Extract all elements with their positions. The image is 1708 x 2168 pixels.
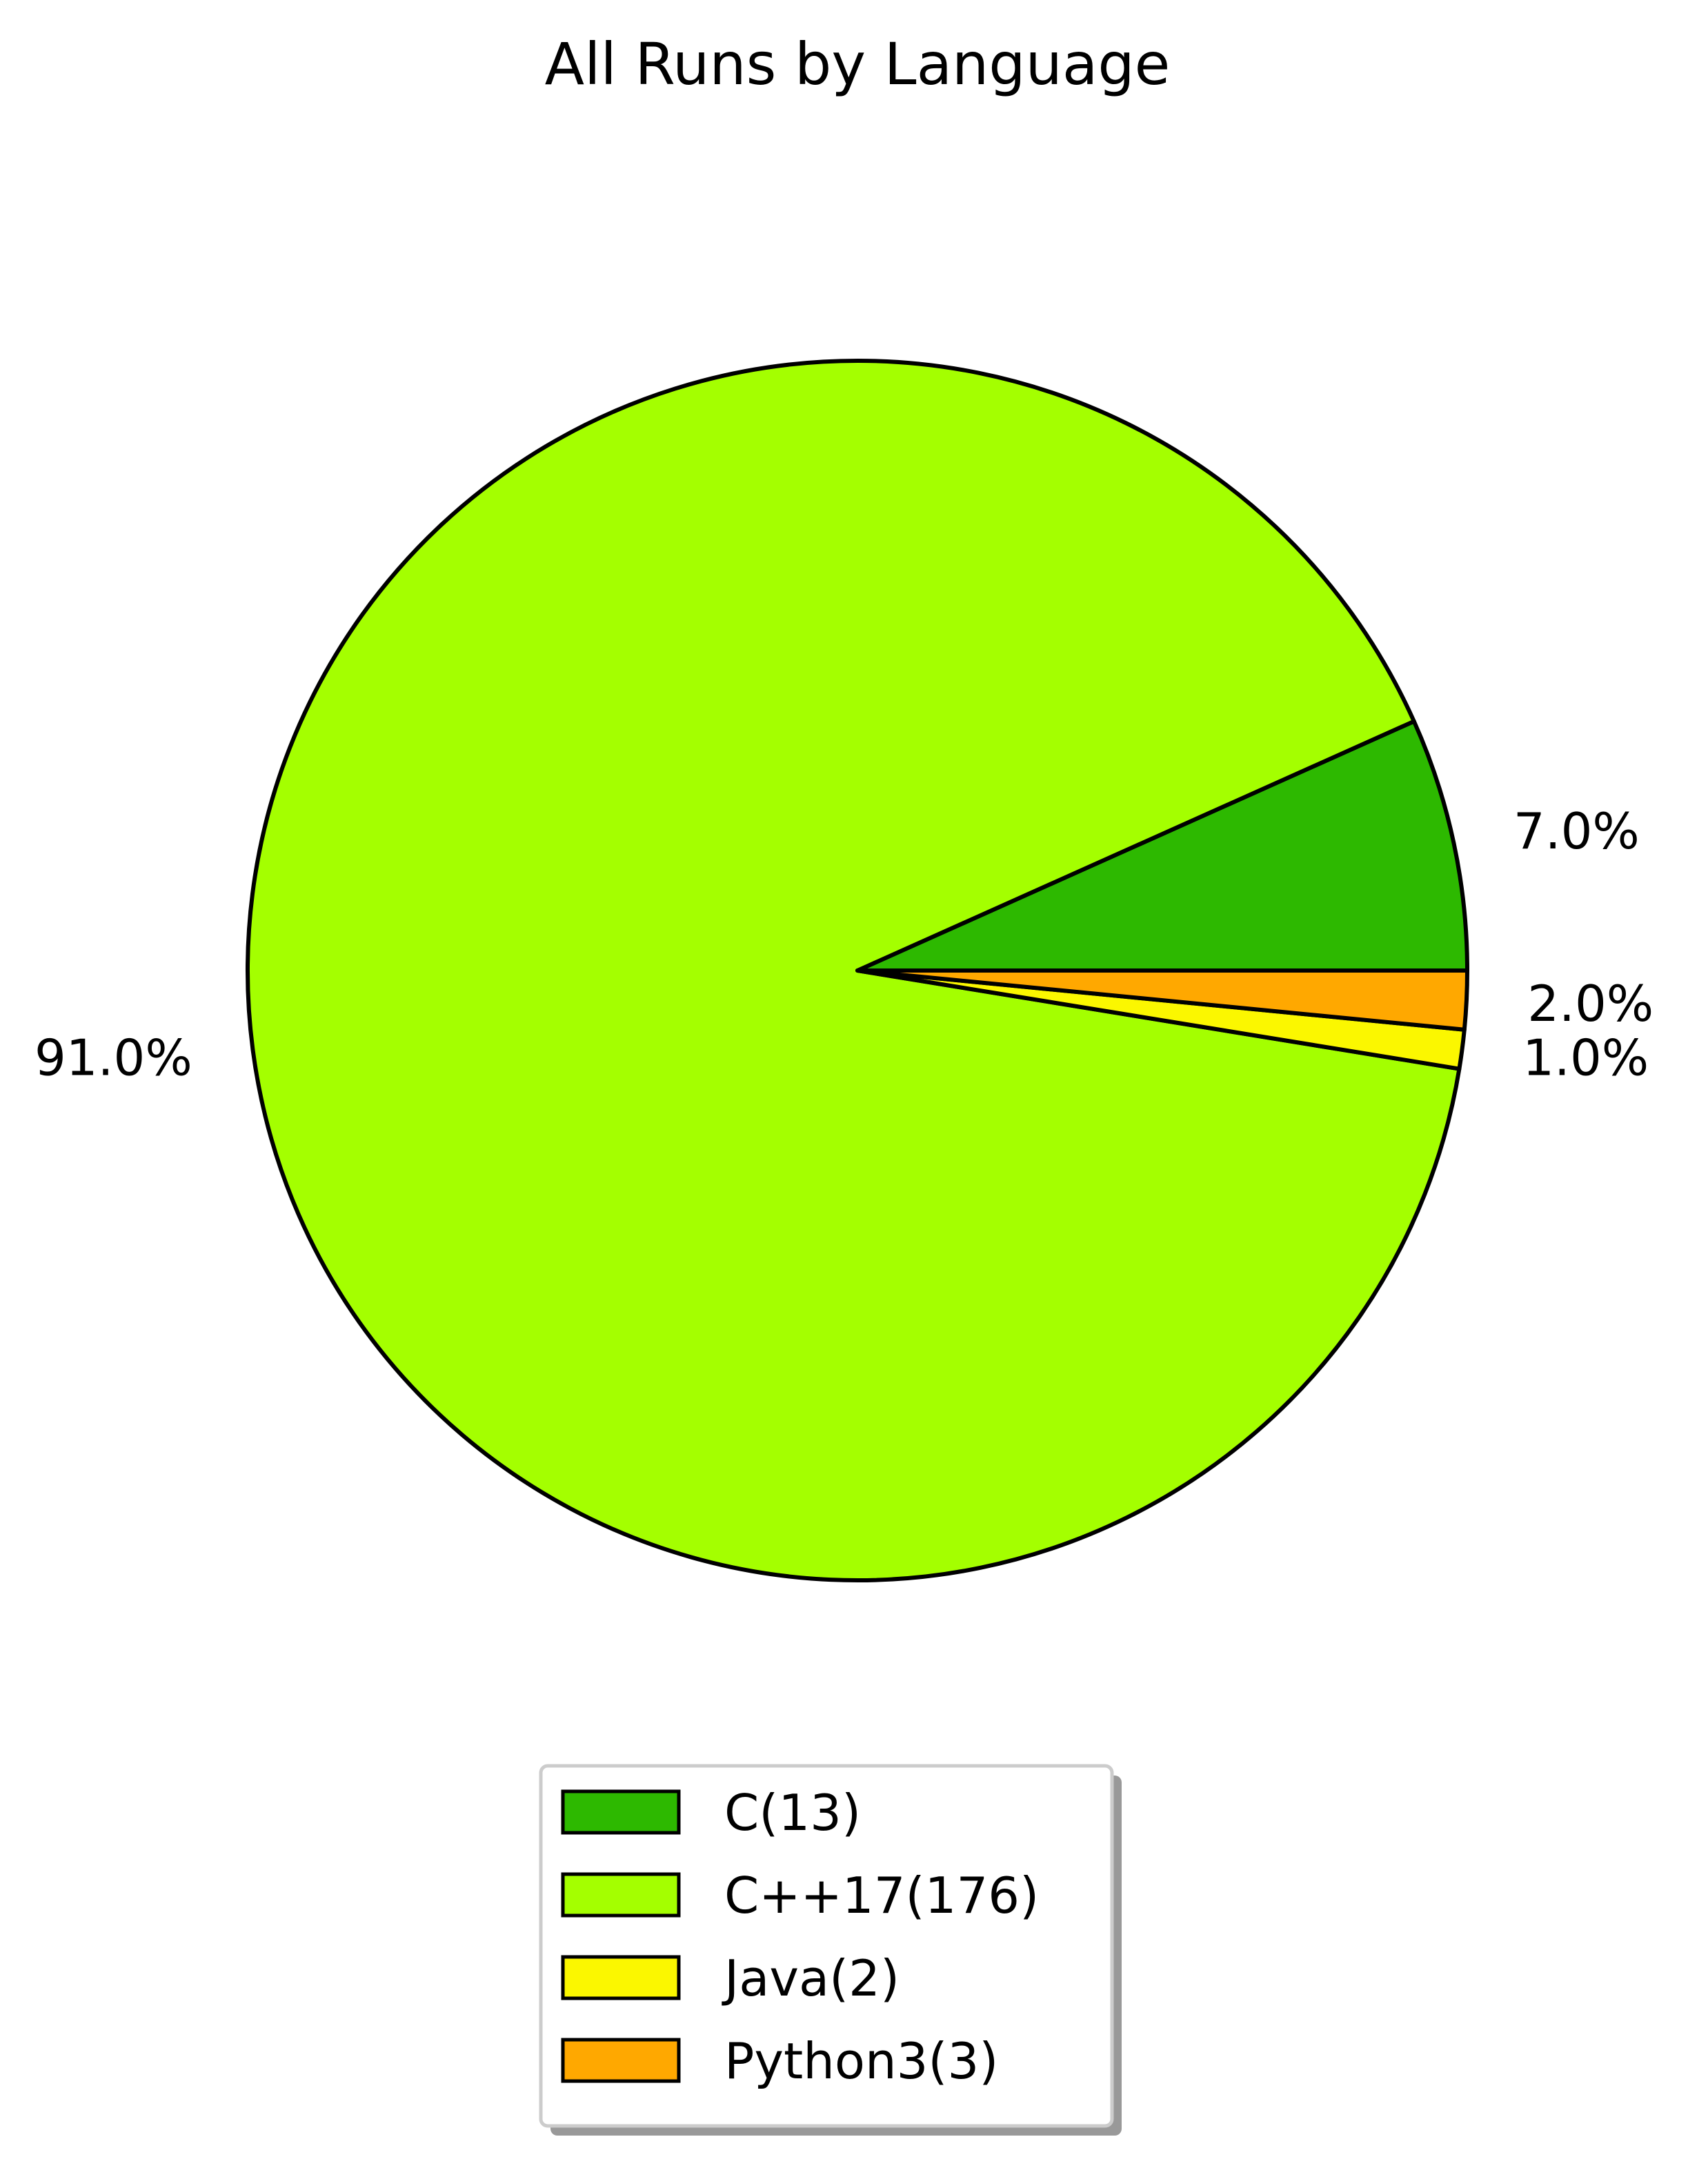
legend-label-c17: C++17(176)	[724, 1867, 1039, 1925]
chart-title: All Runs by Language	[545, 30, 1171, 98]
pie-slice-c17	[246, 359, 1462, 1582]
pie-slice-python3	[855, 968, 1469, 1032]
pie-slice-c	[855, 719, 1469, 973]
percent-label-c: 7.0%	[1513, 802, 1640, 860]
legend-items: C(13) C++17(176) Java(2) Python3(3)	[561, 1784, 1039, 2090]
legend-swatch-c17	[561, 1872, 681, 1918]
legend-swatch-c	[561, 1789, 681, 1835]
percent-labels: 7.0% 91.0% 1.0%2.0%	[34, 802, 1654, 1087]
legend-frame	[539, 1764, 1114, 2128]
pie-slices	[246, 359, 1469, 1582]
legend-swatch-python3	[561, 2038, 681, 2083]
percent-label-python3: 2.0%	[1527, 975, 1654, 1033]
legend-label-c: C(13)	[724, 1784, 861, 1842]
percent-label-c17: 91.0%	[34, 1029, 192, 1087]
legend-label-java: Java(2)	[722, 1949, 900, 2007]
legend-label-python3: Python3(3)	[724, 2032, 998, 2090]
legend-swatch-java	[561, 1955, 681, 2000]
percent-label-java: 1.0%	[1522, 1029, 1649, 1087]
legend: C(13) C++17(176) Java(2) Python3(3)	[539, 1764, 1122, 2136]
